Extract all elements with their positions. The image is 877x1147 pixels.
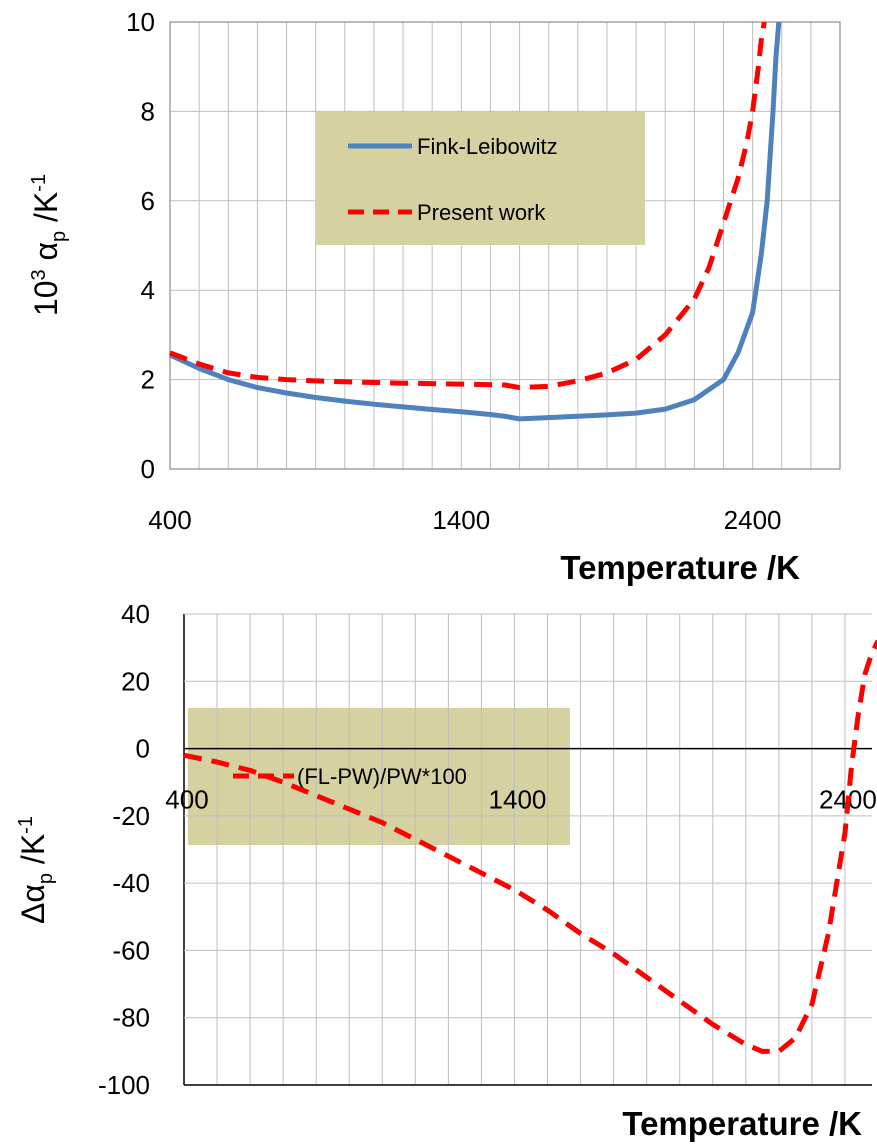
bottom-chart-grid	[183, 613, 872, 1086]
top-x-ticks: 400 1400 2400	[148, 505, 781, 535]
bottom-y-tick-label: 0	[136, 734, 150, 764]
top-x-tick-label: 1400	[432, 505, 490, 535]
bottom-y-tick-label: 20	[121, 666, 150, 696]
top-y-tick-label: 10	[126, 7, 155, 37]
top-series	[168, 21, 782, 422]
legend-label-present-work: Present work	[417, 200, 546, 225]
top-legend-box	[315, 112, 645, 245]
top-series-line-0	[168, 21, 782, 422]
top-chart-grid	[170, 22, 840, 469]
bottom-y-ticks: -100 -80 -60 -40 -20 0 20 40	[98, 599, 150, 1100]
top-y-tick-label: 8	[141, 96, 155, 126]
legend-label-fink-leibowitz: Fink-Leibowitz	[417, 134, 558, 159]
bottom-x-tick-label: 1400	[489, 785, 547, 815]
bottom-y-tick-label: -60	[112, 935, 150, 965]
top-series-line-1	[169, 21, 767, 391]
top-y-tick-label: 4	[141, 275, 155, 305]
bottom-y-tick-label: -20	[112, 801, 150, 831]
top-y-tick-label: 2	[141, 365, 155, 395]
bottom-x-axis-title: Temperature /K	[622, 1105, 862, 1142]
bottom-x-tick-label: 400	[165, 785, 208, 815]
top-y-ticks: 0 2 4 6 8 10	[126, 7, 155, 484]
top-y-tick-label: 6	[141, 186, 155, 216]
bottom-y-tick-label: 40	[121, 599, 150, 629]
legend-label-fl-pw: (FL-PW)/PW*100	[297, 764, 467, 789]
bottom-series	[183, 639, 877, 1054]
bottom-y-axis-title: Δαp /K-1	[15, 816, 57, 924]
top-plot-area	[169, 21, 841, 470]
top-x-axis-title: Temperature /K	[560, 549, 800, 586]
bottom-y-tick-label: -100	[98, 1070, 150, 1100]
top-x-tick-label: 400	[148, 505, 191, 535]
top-y-tick-label: 0	[141, 454, 155, 484]
top-chart: 0 2 4 6 8 10 400 1400 2400 Fink-Leibowitz Prese…	[28, 7, 841, 586]
bottom-series-line-0	[183, 639, 877, 1054]
top-y-axis-title: 103 αp /K-1	[28, 174, 70, 316]
top-x-tick-label: 2400	[724, 505, 782, 535]
bottom-y-tick-label: -40	[112, 868, 150, 898]
bottom-y-tick-label: -80	[112, 1003, 150, 1033]
